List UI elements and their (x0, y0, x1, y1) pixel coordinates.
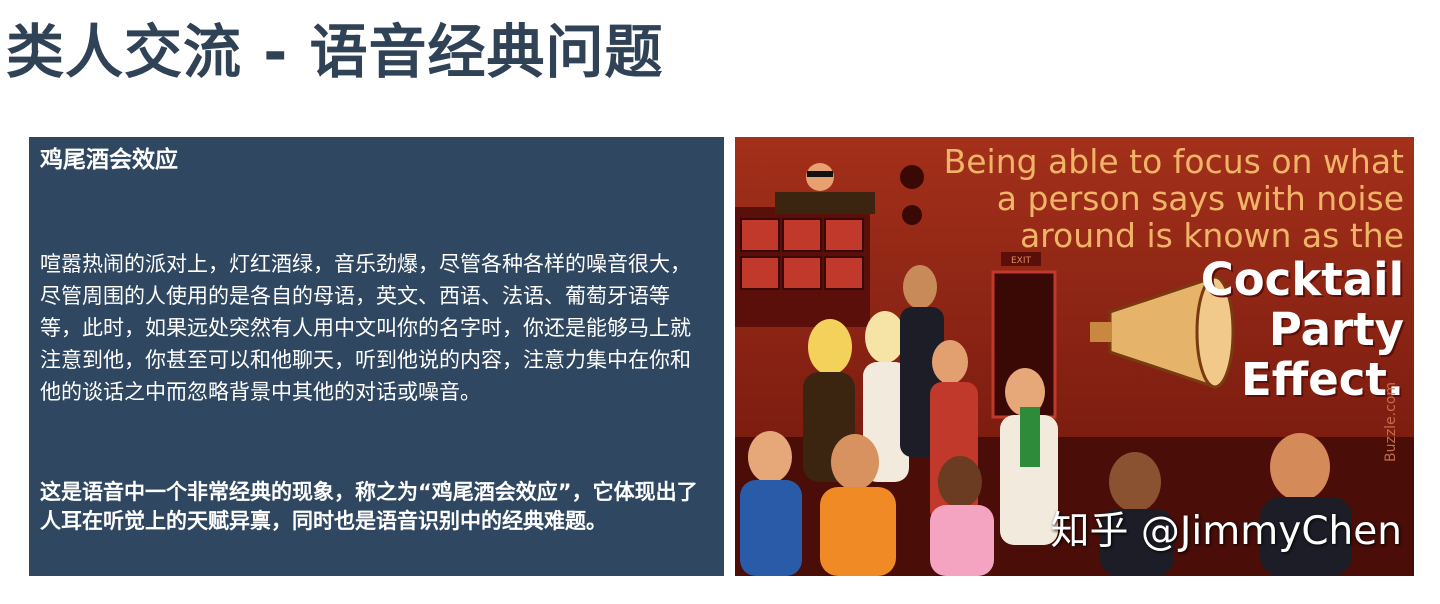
panel-heading: 鸡尾酒会效应 (40, 147, 178, 173)
caption-line: around is known as the (1019, 216, 1404, 255)
description-panel: 鸡尾酒会效应 喧嚣热闹的派对上，灯红酒绿，音乐劲爆，尽管各种各样的噪音很大，尽管… (29, 137, 724, 576)
caption-line: a person says with noise (996, 179, 1404, 218)
panel-body-text: 喧嚣热闹的派对上，灯红酒绿，音乐劲爆，尽管各种各样的噪音很大，尽管周围的人使用的… (40, 252, 691, 404)
author-watermark: 知乎 @JimmyChen (1050, 509, 1402, 554)
slide-title: 类人交流 - 语音经典问题 (6, 18, 664, 86)
cocktail-party-illustration: EXIT (735, 137, 1414, 576)
effect-title: Cocktail Party Effect. (1201, 255, 1404, 405)
effect-line: Effect. (1241, 353, 1404, 406)
effect-line: Cocktail (1200, 253, 1404, 306)
party-scene-art: EXIT (735, 137, 1414, 576)
exit-sign: EXIT (1011, 256, 1032, 266)
effect-line: Party (1268, 303, 1404, 356)
caption-line: Being able to focus on what (943, 142, 1404, 181)
illustration-caption: Being able to focus on what a person say… (944, 143, 1404, 254)
source-watermark: Buzzle.com (1383, 381, 1399, 462)
panel-conclusion-text: 这是语音中一个非常经典的现象，称之为“鸡尾酒会效应”，它体现出了人耳在听觉上的天… (40, 480, 698, 533)
